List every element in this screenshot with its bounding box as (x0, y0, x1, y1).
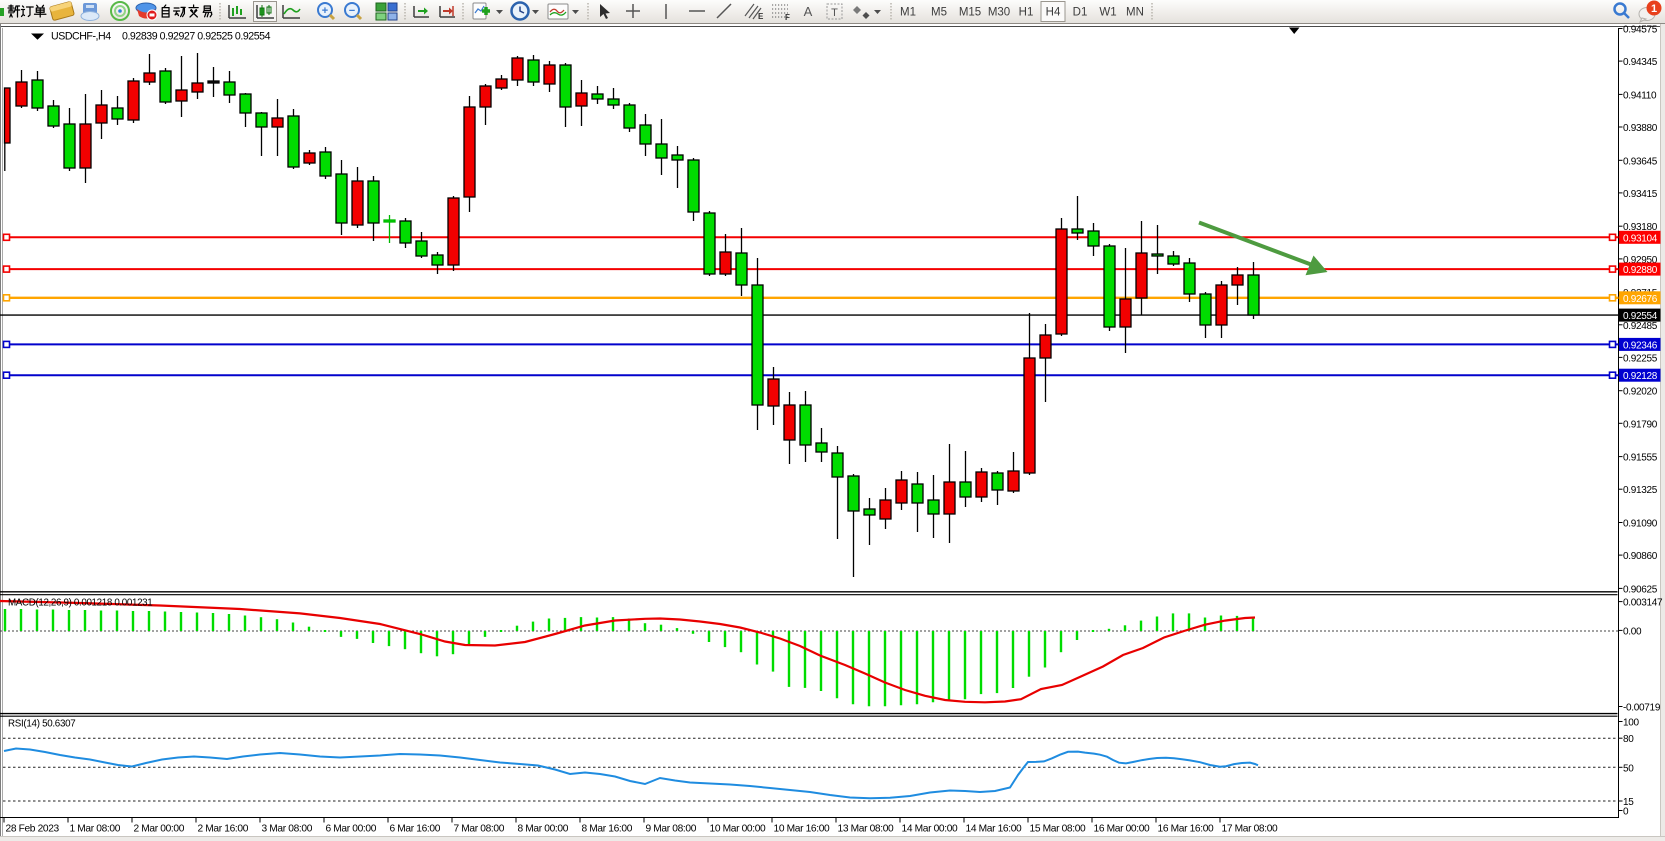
svg-text:USDCHF-,H4: USDCHF-,H4 (51, 31, 111, 43)
svg-text:H1: H1 (1019, 7, 1034, 19)
svg-text:28 Feb 2023: 28 Feb 2023 (6, 824, 60, 835)
svg-text:13 Mar 08:00: 13 Mar 08:00 (838, 824, 895, 835)
svg-text:0.91790: 0.91790 (1623, 419, 1658, 430)
svg-text:0.90860: 0.90860 (1623, 551, 1658, 562)
svg-text:0.92880: 0.92880 (1623, 265, 1658, 276)
svg-text:0.92676: 0.92676 (1623, 294, 1658, 305)
svg-text:50: 50 (1623, 763, 1634, 774)
svg-text:10 Mar 16:00: 10 Mar 16:00 (774, 824, 831, 835)
svg-text:8 Mar 00:00: 8 Mar 00:00 (518, 824, 569, 835)
svg-text:0.93180: 0.93180 (1623, 222, 1658, 233)
svg-text:0.94345: 0.94345 (1623, 57, 1658, 68)
svg-text:M30: M30 (988, 7, 1010, 19)
svg-text:0.92346: 0.92346 (1623, 340, 1658, 351)
svg-text:0.94575: 0.94575 (1623, 25, 1658, 36)
svg-text:14 Mar 00:00: 14 Mar 00:00 (902, 824, 959, 835)
svg-text:8 Mar 16:00: 8 Mar 16:00 (582, 824, 633, 835)
svg-text:15 Mar 08:00: 15 Mar 08:00 (1030, 824, 1087, 835)
svg-text:0.00: 0.00 (1623, 626, 1642, 637)
svg-text:15: 15 (1623, 797, 1634, 808)
svg-text:MACD(12,26,9) 0.001218 0.00123: MACD(12,26,9) 0.001218 0.001231 (8, 598, 152, 609)
svg-text:0.91325: 0.91325 (1623, 485, 1658, 496)
svg-text:0.92485: 0.92485 (1623, 321, 1658, 332)
svg-text:M15: M15 (959, 7, 981, 19)
svg-text:7 Mar 08:00: 7 Mar 08:00 (454, 824, 505, 835)
svg-text:0.90625: 0.90625 (1623, 584, 1658, 595)
svg-text:0.92128: 0.92128 (1623, 371, 1658, 382)
svg-text:10 Mar 00:00: 10 Mar 00:00 (710, 824, 767, 835)
svg-text:-0.00719: -0.00719 (1623, 703, 1661, 714)
svg-text:0.94110: 0.94110 (1623, 90, 1657, 101)
svg-text:0.92255: 0.92255 (1623, 353, 1658, 364)
svg-text:2 Mar 00:00: 2 Mar 00:00 (134, 824, 185, 835)
svg-text:F: F (785, 13, 790, 22)
svg-text:MN: MN (1126, 7, 1144, 19)
svg-text:M5: M5 (931, 7, 947, 19)
svg-text:M1: M1 (900, 7, 916, 19)
svg-text:1 Mar 08:00: 1 Mar 08:00 (70, 824, 121, 835)
svg-text:3 Mar 08:00: 3 Mar 08:00 (262, 824, 313, 835)
svg-text:6 Mar 16:00: 6 Mar 16:00 (390, 824, 441, 835)
svg-text:0.92554: 0.92554 (1623, 311, 1658, 322)
svg-text:0.92950: 0.92950 (1623, 255, 1658, 266)
svg-text:W1: W1 (1099, 7, 1116, 19)
svg-text:0.92839 0.92927 0.92525 0.9255: 0.92839 0.92927 0.92525 0.92554 (122, 31, 271, 43)
svg-text:80: 80 (1623, 734, 1634, 745)
svg-text:0.003147: 0.003147 (1623, 598, 1663, 609)
svg-text:0: 0 (1623, 807, 1629, 818)
svg-text:H4: H4 (1046, 7, 1061, 19)
svg-text:100: 100 (1623, 718, 1640, 729)
svg-text:16 Mar 00:00: 16 Mar 00:00 (1094, 824, 1151, 835)
svg-text:+: + (322, 5, 328, 17)
svg-text:0.93415: 0.93415 (1623, 189, 1658, 200)
svg-text:D1: D1 (1073, 7, 1088, 19)
svg-text:16 Mar 16:00: 16 Mar 16:00 (1158, 824, 1215, 835)
svg-text:0.92020: 0.92020 (1623, 387, 1658, 398)
svg-text:6 Mar 00:00: 6 Mar 00:00 (326, 824, 377, 835)
svg-text:−: − (349, 5, 355, 17)
svg-text:17 Mar 08:00: 17 Mar 08:00 (1222, 824, 1279, 835)
svg-text:9 Mar 08:00: 9 Mar 08:00 (646, 824, 697, 835)
svg-text:2 Mar 16:00: 2 Mar 16:00 (198, 824, 249, 835)
svg-text:A: A (804, 4, 813, 19)
svg-text:0.91555: 0.91555 (1623, 453, 1658, 464)
svg-text:RSI(14) 50.6307: RSI(14) 50.6307 (8, 719, 75, 730)
svg-text:0.93104: 0.93104 (1623, 233, 1658, 244)
svg-text:T: T (831, 7, 838, 19)
svg-text:0.93880: 0.93880 (1623, 123, 1658, 134)
svg-text:E: E (758, 12, 764, 21)
svg-text:0.93645: 0.93645 (1623, 156, 1658, 167)
svg-text:0.91090: 0.91090 (1623, 519, 1658, 530)
svg-text:1: 1 (1651, 3, 1657, 15)
svg-text:14 Mar 16:00: 14 Mar 16:00 (966, 824, 1023, 835)
